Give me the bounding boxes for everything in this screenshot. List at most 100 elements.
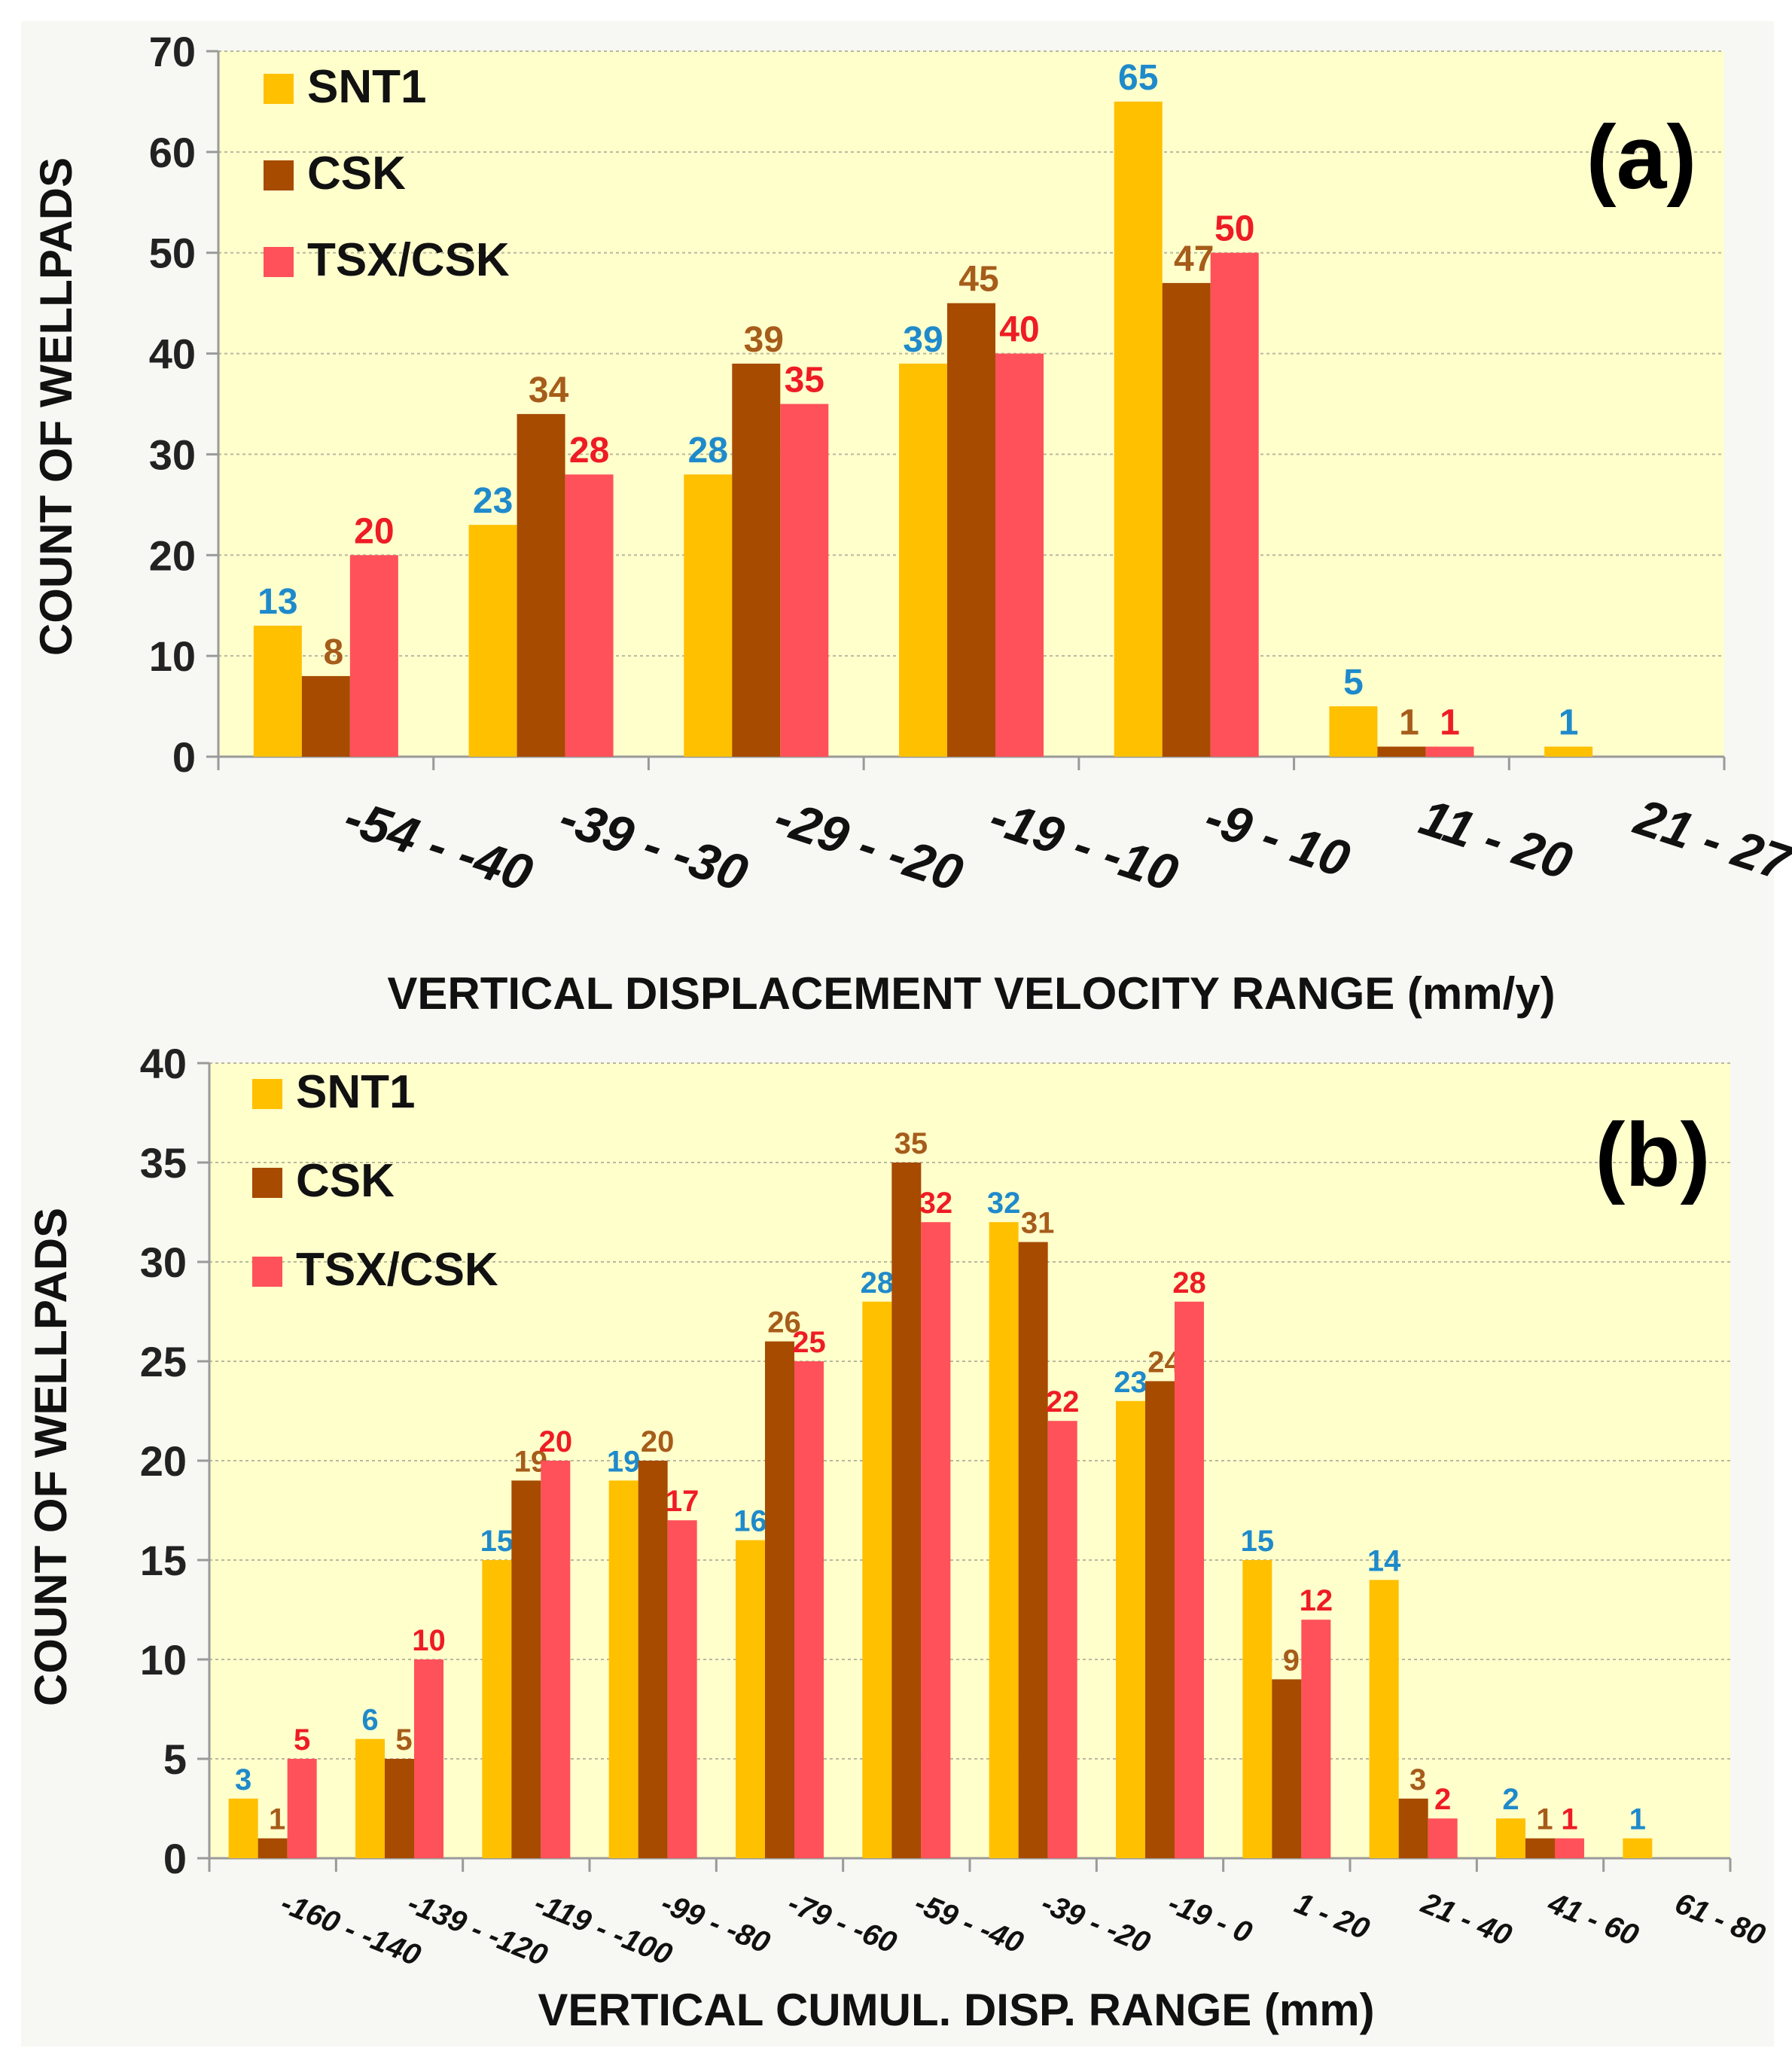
data-label-snt1: 5 — [1343, 663, 1364, 702]
legend: SNT1 CSK TSX/CSK — [264, 61, 510, 286]
bar-csk — [638, 1461, 668, 1858]
x-axis-title: VERTICAL CUMUL. DISP. RANGE (mm) — [538, 1985, 1374, 2035]
data-label-tsx-csk: 35 — [785, 361, 824, 401]
data-label-csk: 35 — [894, 1127, 928, 1160]
legend: SNT1 CSK TSX/CSK — [252, 1066, 498, 1296]
bar-tsx-csk — [1175, 1301, 1204, 1858]
data-label-tsx-csk: 20 — [539, 1425, 573, 1458]
data-label-snt1: 1 — [1559, 703, 1579, 743]
data-label-tsx-csk: 1 — [1561, 1803, 1577, 1836]
bar-tsx-csk — [349, 555, 398, 757]
x-axis-title: VERTICAL DISPLACEMENT VELOCITY RANGE (mm… — [387, 968, 1555, 1019]
bar-tsx-csk — [1555, 1838, 1584, 1858]
bar-csk — [511, 1480, 541, 1858]
data-label-snt1: 23 — [473, 481, 513, 521]
bar-tsx-csk — [995, 353, 1044, 757]
bar-snt1 — [1496, 1818, 1525, 1858]
y-tick-label: 5 — [163, 1735, 187, 1783]
bar-csk — [517, 413, 565, 757]
legend-swatch — [252, 1079, 282, 1109]
legend-swatch — [264, 160, 294, 190]
bar-tsx-csk — [1428, 1818, 1458, 1858]
data-label-csk: 3 — [1410, 1763, 1426, 1796]
data-label-csk: 8 — [324, 632, 344, 672]
y-tick-label: 40 — [140, 1040, 187, 1087]
data-label-snt1: 28 — [861, 1266, 894, 1300]
bar-tsx-csk — [1425, 746, 1474, 757]
bar-csk — [1398, 1798, 1428, 1858]
data-label-snt1: 19 — [607, 1445, 641, 1478]
y-tick-label: 20 — [149, 532, 196, 579]
bar-csk — [385, 1759, 414, 1858]
bar-snt1 — [989, 1222, 1019, 1858]
bar-snt1 — [862, 1301, 892, 1858]
bar-csk — [1162, 282, 1211, 757]
bar-tsx-csk — [794, 1361, 824, 1858]
data-label-tsx-csk: 50 — [1214, 209, 1254, 249]
data-label-csk: 9 — [1283, 1644, 1300, 1677]
data-label-csk: 20 — [641, 1425, 675, 1458]
bar-csk — [765, 1341, 794, 1858]
data-label-csk: 47 — [1174, 239, 1214, 279]
bar-snt1 — [1329, 706, 1378, 757]
panel-tag: (b) — [1595, 1105, 1710, 1205]
data-label-tsx-csk: 28 — [569, 431, 609, 471]
data-label-snt1: 23 — [1114, 1366, 1147, 1399]
data-label-csk: 1 — [269, 1803, 285, 1836]
data-label-snt1: 32 — [987, 1187, 1021, 1220]
legend-swatch — [264, 247, 294, 277]
bar-snt1 — [736, 1540, 765, 1858]
bar-snt1 — [482, 1560, 512, 1858]
data-label-snt1: 3 — [235, 1763, 251, 1796]
data-label-snt1: 14 — [1367, 1544, 1401, 1577]
bar-csk — [947, 303, 995, 757]
bar-tsx-csk — [1210, 252, 1259, 757]
bar-tsx-csk — [780, 404, 829, 757]
y-tick-label: 10 — [140, 1636, 187, 1684]
data-label-snt1: 1 — [1629, 1803, 1646, 1836]
bar-snt1 — [608, 1480, 638, 1858]
data-label-tsx-csk: 12 — [1300, 1584, 1333, 1617]
bar-csk — [1272, 1679, 1302, 1858]
legend-swatch — [252, 1168, 282, 1198]
legend-label: CSK — [307, 148, 406, 200]
bar-snt1 — [1116, 1400, 1145, 1858]
data-label-csk: 34 — [529, 370, 569, 410]
bar-csk — [1145, 1381, 1175, 1858]
legend-swatch — [264, 74, 294, 104]
y-tick-label: 25 — [140, 1338, 187, 1385]
legend-label: CSK — [296, 1155, 395, 1207]
y-tick-label: 30 — [140, 1239, 187, 1286]
data-label-snt1: 28 — [688, 431, 728, 471]
bar-tsx-csk — [921, 1222, 951, 1858]
data-label-tsx-csk: 28 — [1172, 1266, 1206, 1300]
data-label-tsx-csk: 5 — [294, 1723, 310, 1757]
data-label-snt1: 15 — [1241, 1525, 1275, 1558]
data-label-tsx-csk: 10 — [412, 1624, 446, 1657]
data-label-csk: 5 — [395, 1723, 412, 1757]
y-tick-label: 70 — [149, 28, 196, 75]
data-label-tsx-csk: 20 — [354, 511, 394, 551]
y-tick-label: 60 — [149, 129, 196, 176]
bar-snt1 — [1623, 1838, 1653, 1858]
bar-snt1 — [1114, 101, 1163, 757]
bar-snt1 — [899, 363, 947, 757]
bar-tsx-csk — [541, 1461, 571, 1858]
y-tick-label: 0 — [172, 733, 196, 781]
bar-csk — [1377, 746, 1426, 757]
y-tick-label: 40 — [149, 331, 196, 378]
bar-csk — [891, 1163, 922, 1858]
data-label-csk: 45 — [958, 260, 998, 300]
bar-csk — [1018, 1242, 1048, 1858]
legend-swatch — [252, 1257, 282, 1287]
data-label-tsx-csk: 2 — [1434, 1783, 1451, 1816]
data-label-tsx-csk: 40 — [999, 310, 1039, 350]
legend-label: TSX/CSK — [307, 234, 510, 286]
bar-tsx-csk — [565, 474, 614, 757]
data-label-snt1: 2 — [1502, 1783, 1519, 1816]
data-label-csk: 39 — [744, 320, 784, 360]
bar-tsx-csk — [414, 1659, 443, 1858]
data-label-csk: 31 — [1021, 1207, 1055, 1240]
bar-csk — [258, 1838, 288, 1858]
